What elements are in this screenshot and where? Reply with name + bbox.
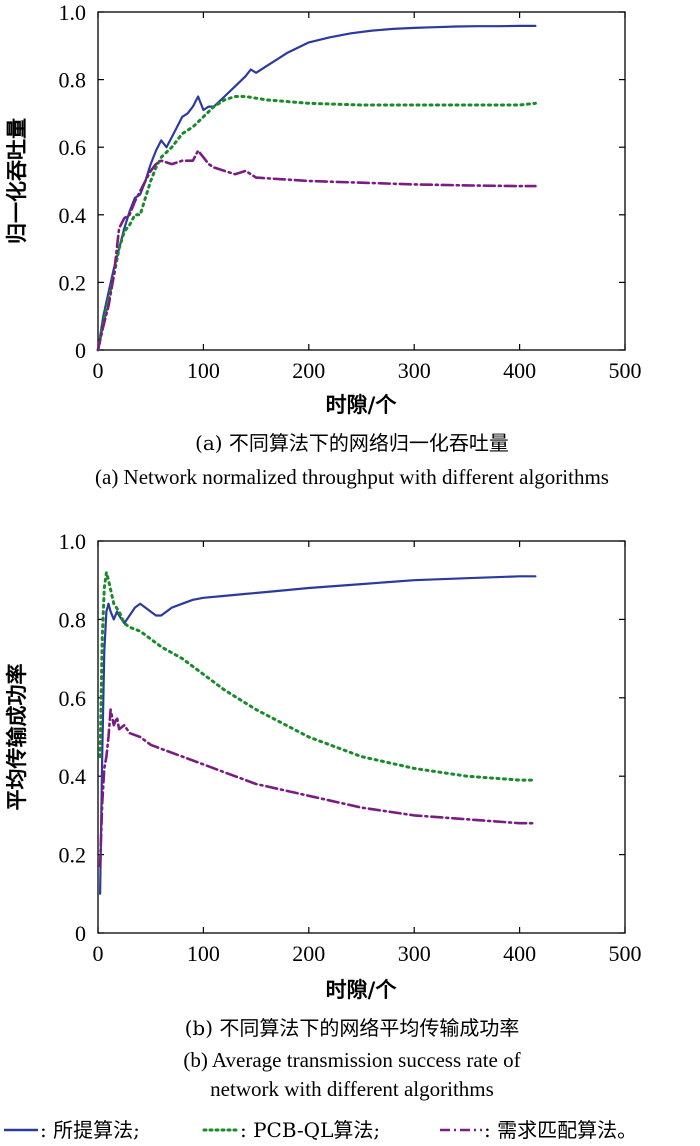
y-axis-label-a: 归一化吞吐量 xyxy=(4,118,29,244)
x-tick-label: 300 xyxy=(398,941,431,966)
series-line-proposed xyxy=(96,24,537,352)
x-tick-label: 200 xyxy=(292,941,325,966)
x-tick-label: 0 xyxy=(93,358,104,383)
x-axis-label-b: 时隙/个 xyxy=(326,977,398,1002)
y-tick-label: 0.4 xyxy=(59,764,87,789)
y-tick-label: 0.2 xyxy=(59,270,87,295)
series-lines-b xyxy=(98,570,537,895)
y-tick-label: 0.4 xyxy=(59,203,87,228)
series-line-demand-matching xyxy=(98,708,537,868)
caption-en-b-line1: (b) Average transmission success rate of xyxy=(183,1048,520,1072)
series-line-proposed xyxy=(98,575,537,895)
x-tick-label: 200 xyxy=(292,358,325,383)
y-tick-label: 1.0 xyxy=(59,0,87,25)
y-axis-label-b: 平均传输成功率 xyxy=(4,664,29,811)
y-tick-label: 0.8 xyxy=(59,607,87,632)
y-tick-label: 0.2 xyxy=(59,843,87,868)
caption-zh-a: (a) 不同算法下的网络归一化吞吐量 xyxy=(195,431,509,455)
legend: : 所提算法; : PCB-QL算法; : 需求匹配算法。 xyxy=(4,1118,637,1142)
plot-frame-a xyxy=(97,11,626,351)
x-tick-label: 400 xyxy=(503,941,536,966)
series-line-demand-matching xyxy=(96,149,537,352)
caption-zh-b: (b) 不同算法下的网络平均传输成功率 xyxy=(185,1016,520,1040)
caption-en-a: (a) Network normalized throughput with d… xyxy=(95,465,609,489)
chart-a: 0 100 200 300 400 500 0 0.2 0.4 0.6 0.8 1.0 时隙/个 归一… xyxy=(4,0,642,489)
y-tick-label: 0 xyxy=(75,338,86,363)
series-line-pcb-ql xyxy=(98,570,537,782)
y-tick-label: 0.6 xyxy=(59,686,87,711)
x-tick-label: 300 xyxy=(398,358,431,383)
legend-label-demand-matching: : 需求匹配算法。 xyxy=(484,1118,637,1142)
y-tick-label: 1.0 xyxy=(59,529,87,554)
axis-ticks-b: 0 100 200 300 400 500 0 0.2 0.4 0.6 0.8 1.0 xyxy=(59,529,642,966)
x-tick-label: 500 xyxy=(609,941,642,966)
y-tick-label: 0.8 xyxy=(59,68,87,93)
caption-en-b-line2: network with different algorithms xyxy=(210,1077,494,1101)
y-tick-label: 0 xyxy=(75,921,86,946)
plot-frame-b xyxy=(97,540,626,934)
series-line-pcb-ql xyxy=(96,95,537,352)
legend-label-pcb-ql: : PCB-QL算法; xyxy=(240,1118,380,1142)
x-tick-label: 500 xyxy=(609,358,642,383)
x-tick-label: 400 xyxy=(503,358,536,383)
legend-label-proposed: : 所提算法; xyxy=(40,1118,140,1142)
x-tick-label: 100 xyxy=(187,358,220,383)
x-axis-label-a: 时隙/个 xyxy=(326,392,398,417)
chart-b: 0 100 200 300 400 500 0 0.2 0.4 0.6 0.8 1.0 时隙/个 平均… xyxy=(4,529,642,1101)
axis-ticks-a: 0 100 200 300 400 500 0 0.2 0.4 0.6 0.8 1.0 xyxy=(59,0,642,383)
series-lines-a xyxy=(96,24,537,352)
x-tick-label: 100 xyxy=(187,941,220,966)
y-tick-label: 0.6 xyxy=(59,135,87,160)
x-tick-label: 0 xyxy=(93,941,104,966)
